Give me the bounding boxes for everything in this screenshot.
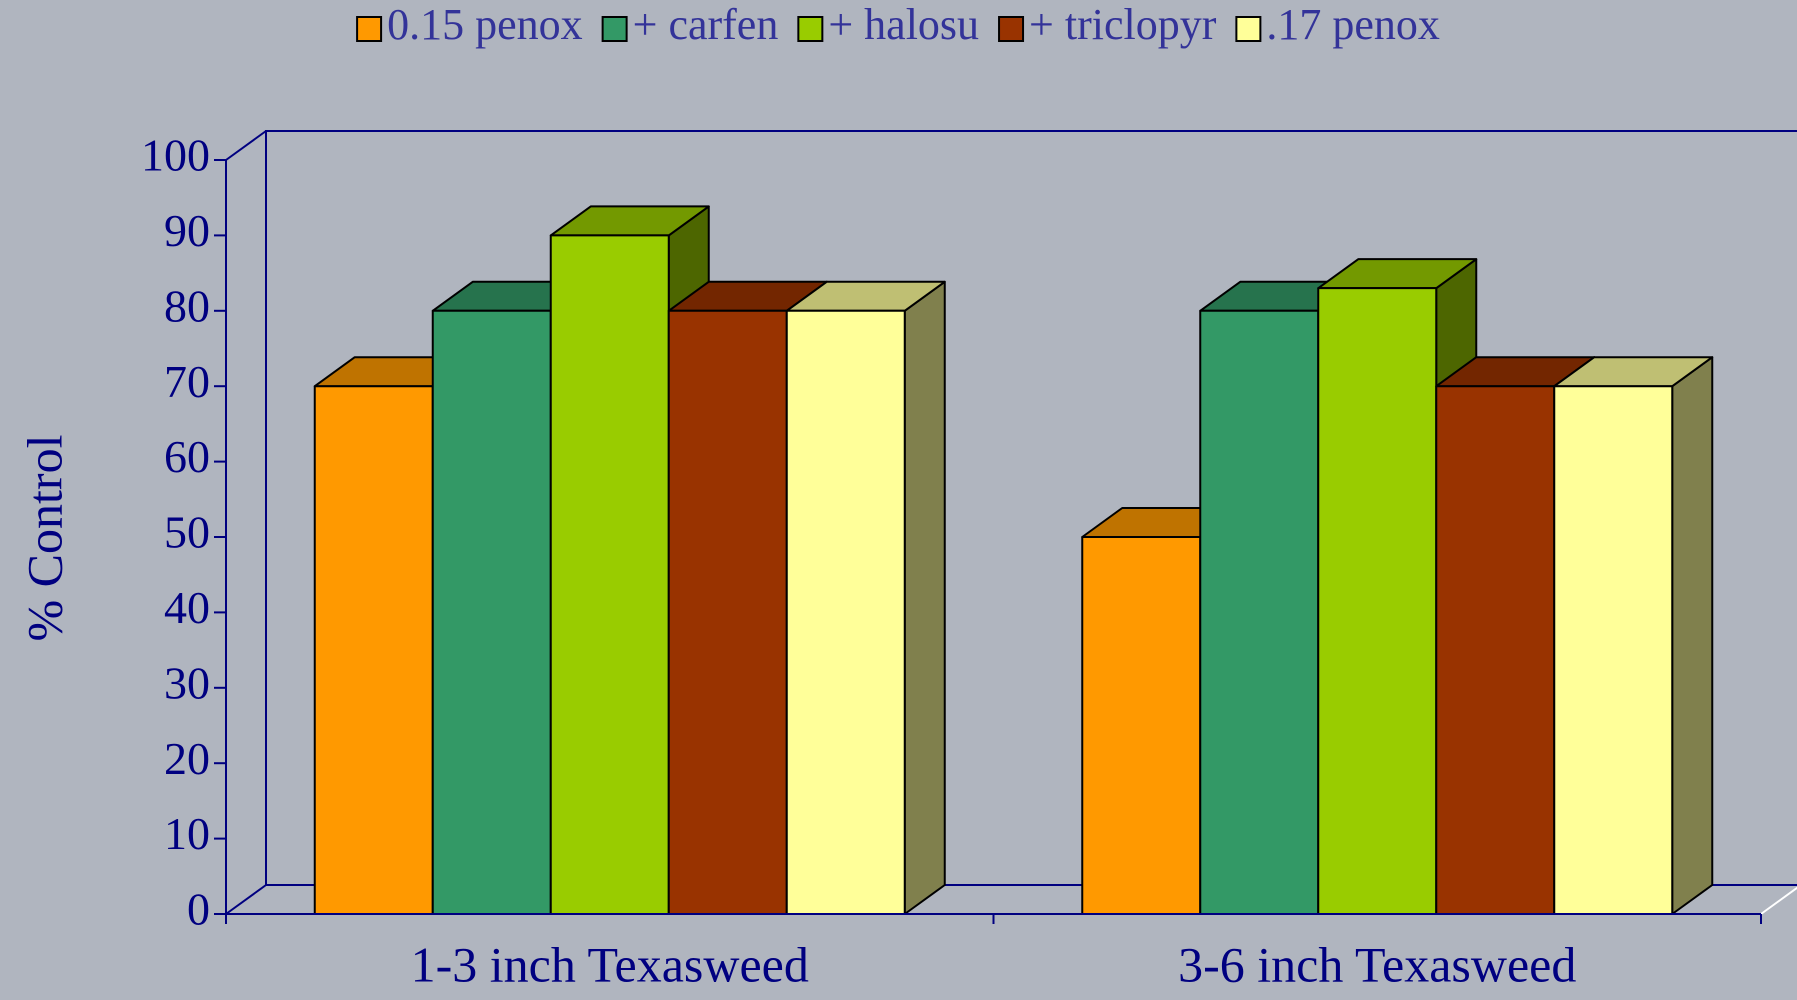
bar-front: [1435, 385, 1556, 915]
y-tick-label: 30: [164, 657, 210, 708]
legend-swatch: [797, 16, 824, 42]
legend-swatch: [601, 16, 628, 42]
legend-swatch: [356, 16, 383, 42]
y-tick-label: 60: [164, 431, 210, 482]
y-tick-label: 90: [164, 205, 210, 256]
legend-label: 0.15 penox: [387, 0, 583, 49]
y-tick-label: 100: [141, 130, 210, 181]
bar-front: [1317, 287, 1438, 915]
bar-front: [667, 309, 788, 915]
bar-side: [1671, 356, 1714, 915]
y-tick-label: 20: [164, 733, 210, 784]
x-tick-label: 1-3 inch Texasweed: [411, 936, 809, 992]
bar-front: [1553, 385, 1674, 915]
y-tick-label: 40: [164, 582, 210, 633]
y-tick-label: 10: [164, 808, 210, 859]
bar-front: [785, 309, 906, 915]
bar: [1553, 356, 1714, 915]
y-axis-label: % Control: [16, 435, 72, 642]
legend-label: + halosu: [828, 0, 979, 49]
legend-swatch: [1235, 16, 1262, 42]
bar-front: [431, 309, 552, 915]
legend-label: + carfen: [633, 0, 779, 49]
bar-front: [313, 385, 434, 915]
x-tick-label: 3-6 inch Texasweed: [1178, 936, 1576, 992]
y-tick-label: 80: [164, 280, 210, 331]
floor-diag: [225, 884, 267, 915]
y-tick-label: 70: [164, 356, 210, 407]
legend-label: + triclopyr: [1029, 0, 1217, 49]
y-tick-label: 0: [187, 884, 210, 935]
bar-front: [1199, 309, 1320, 915]
bar-side: [903, 280, 946, 915]
floor-right-diag: [1760, 886, 1797, 915]
top-diag: [225, 130, 267, 161]
legend-label: .17 penox: [1266, 0, 1440, 49]
legend: 0.15 penox + carfen + halosu + triclopyr .17…: [356, 0, 1440, 49]
y-tick-label: 50: [164, 507, 210, 558]
bar-front: [1081, 536, 1202, 915]
bar-front: [549, 234, 670, 915]
bar: [785, 280, 946, 915]
legend-swatch: [998, 16, 1025, 42]
